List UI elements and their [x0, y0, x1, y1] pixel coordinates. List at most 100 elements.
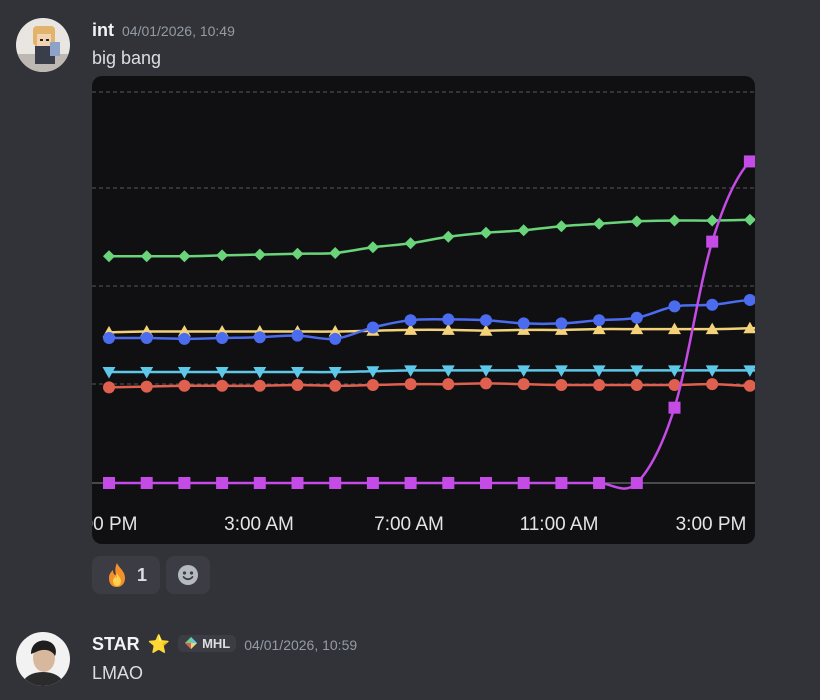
- series-line: [108, 218, 755, 258]
- smiley-icon: [178, 565, 198, 585]
- x-tick-label: 3:00 PM: [676, 514, 747, 535]
- data-point: [253, 248, 266, 261]
- data-point: [743, 379, 755, 392]
- data-point: [593, 477, 606, 489]
- reaction-fire[interactable]: 1: [92, 556, 160, 594]
- data-point: [555, 317, 568, 330]
- data-point: [668, 378, 681, 391]
- data-point: [140, 477, 153, 489]
- data-point: [366, 378, 379, 391]
- data-point: [706, 214, 719, 227]
- data-point: [480, 377, 492, 390]
- data-point: [706, 378, 719, 391]
- data-point: [253, 331, 266, 344]
- data-point: [366, 321, 379, 334]
- data-point: [593, 217, 606, 230]
- data-point: [743, 293, 755, 306]
- username[interactable]: int: [92, 20, 114, 40]
- data-point: [103, 250, 115, 263]
- data-point: [216, 249, 229, 262]
- star-emoji-icon: ⭐: [147, 634, 171, 654]
- data-point: [404, 323, 418, 335]
- data-point: [103, 477, 115, 489]
- fire-emoji-icon: [108, 563, 125, 587]
- data-point: [328, 325, 342, 337]
- badge-label: MHL: [202, 635, 231, 651]
- data-point: [630, 322, 644, 335]
- data-point: [291, 477, 304, 489]
- x-tick-label: 3:00 AM: [224, 514, 294, 535]
- data-point: [592, 322, 606, 335]
- username[interactable]: STAR: [92, 634, 140, 654]
- series-line: [108, 156, 755, 490]
- data-point: [215, 367, 229, 379]
- data-point: [140, 367, 154, 379]
- data-point: [216, 477, 229, 489]
- data-point: [140, 380, 153, 393]
- data-point: [517, 317, 530, 330]
- data-point: [329, 332, 342, 345]
- data-point: [668, 322, 681, 335]
- data-point: [140, 250, 153, 263]
- reaction-count: 1: [136, 564, 147, 585]
- data-point: [178, 250, 191, 263]
- data-point: [442, 230, 455, 243]
- data-point: [668, 300, 681, 313]
- data-point: [253, 379, 266, 392]
- data-point: [630, 365, 644, 377]
- data-point: [555, 220, 568, 233]
- data-point: [177, 367, 191, 379]
- data-point: [517, 224, 530, 237]
- avatar[interactable]: [16, 632, 70, 686]
- data-point: [479, 324, 493, 336]
- data-point: [630, 215, 643, 228]
- data-point: [479, 365, 493, 377]
- data-point: [517, 378, 530, 391]
- chart-image[interactable]: 00 PM 3:00 AM 7:00 AM 11:00 AM 3:00 PM: [92, 76, 755, 544]
- data-point: [442, 313, 455, 326]
- data-point: [743, 321, 755, 334]
- data-point: [178, 379, 191, 392]
- add-reaction-button[interactable]: [166, 556, 210, 594]
- data-point: [404, 365, 418, 377]
- data-point: [103, 332, 115, 345]
- server-tag-badge[interactable]: MHL: [178, 634, 237, 652]
- data-point: [178, 332, 191, 345]
- data-point: [216, 332, 229, 345]
- data-point: [705, 322, 719, 335]
- message-content: big bang: [92, 48, 162, 68]
- data-point: [366, 477, 379, 489]
- data-point: [291, 378, 304, 391]
- data-point: [668, 401, 681, 414]
- data-point: [404, 378, 417, 391]
- x-tick-label: 00 PM: [92, 514, 137, 535]
- data-point: [178, 477, 191, 489]
- data-point: [555, 477, 568, 489]
- data-point: [442, 378, 455, 391]
- data-point: [743, 155, 755, 168]
- data-point: [555, 378, 568, 391]
- x-tick-label: 7:00 AM: [374, 514, 444, 535]
- reactions-bar: 1: [92, 556, 210, 594]
- data-point: [630, 477, 643, 489]
- data-point: [253, 367, 267, 379]
- timestamp: 04/01/2026, 10:59: [244, 637, 358, 653]
- data-point: [593, 378, 606, 391]
- data-point: [706, 235, 719, 248]
- data-point: [216, 379, 229, 392]
- data-point: [630, 311, 643, 324]
- data-point: [706, 298, 719, 311]
- data-point: [593, 314, 606, 327]
- data-point: [404, 314, 417, 327]
- data-point: [668, 365, 681, 377]
- avatar[interactable]: [16, 18, 70, 72]
- data-point: [253, 477, 266, 489]
- data-point: [329, 379, 342, 392]
- data-point: [480, 314, 492, 327]
- timestamp: 04/01/2026, 10:49: [122, 23, 235, 39]
- data-point: [743, 365, 755, 377]
- line-chart: 00 PM 3:00 AM 7:00 AM 11:00 AM 3:00 PM: [92, 91, 755, 535]
- data-point: [404, 477, 417, 489]
- data-point: [441, 323, 455, 335]
- data-point: [442, 477, 455, 489]
